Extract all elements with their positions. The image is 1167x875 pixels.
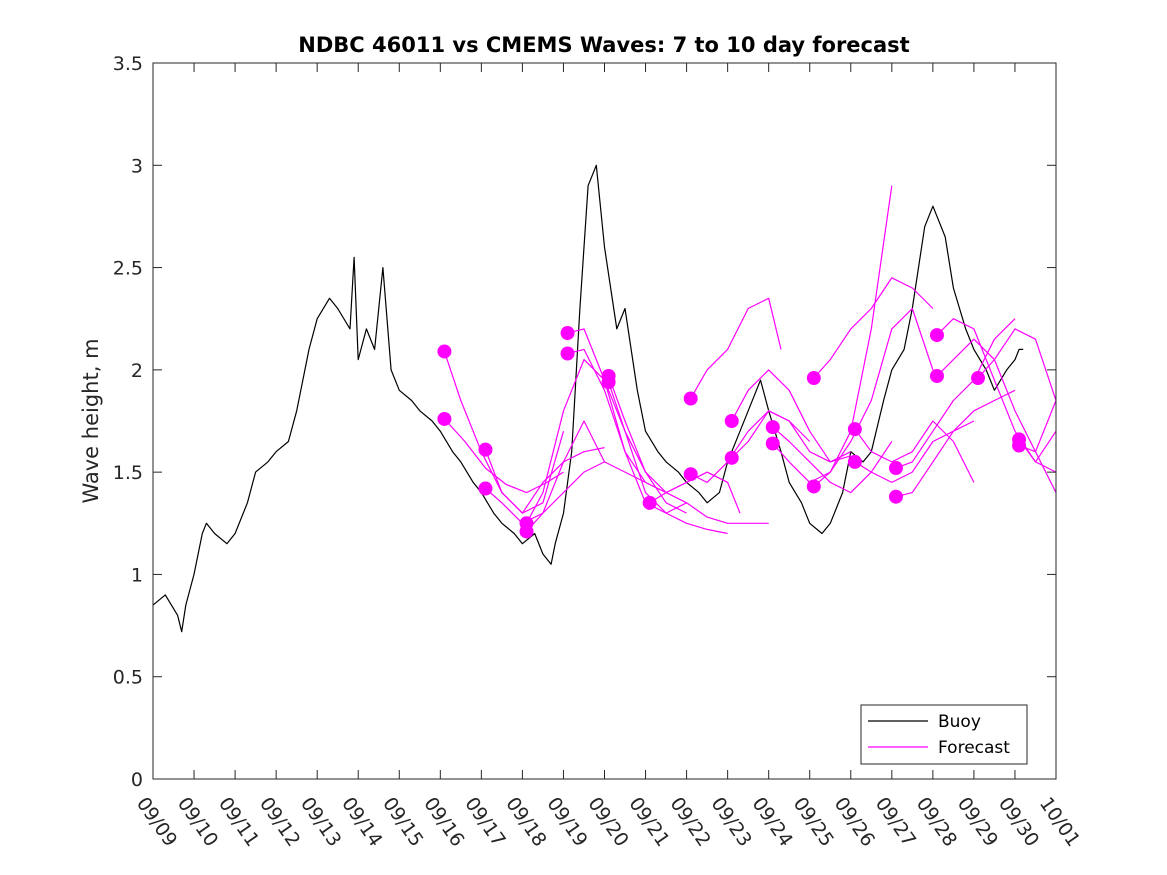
forecast-start-point bbox=[560, 326, 575, 341]
forecast-start-point bbox=[437, 344, 452, 359]
forecast-series-line bbox=[895, 389, 1016, 498]
y-tick-label: 2.5 bbox=[113, 258, 143, 280]
forecast-start-point bbox=[642, 495, 657, 510]
forecast-series-line bbox=[731, 410, 851, 463]
forecast-series-line bbox=[484, 447, 605, 514]
forecast-start-point bbox=[560, 346, 575, 361]
legend-buoy-label: Buoy bbox=[938, 712, 981, 732]
forecast-start-point bbox=[601, 375, 616, 390]
forecast-start-point bbox=[847, 422, 862, 437]
forecast-series-line bbox=[443, 418, 564, 494]
forecast-start-point bbox=[971, 371, 986, 386]
y-tick-label: 0.5 bbox=[113, 667, 143, 689]
forecast-start-point bbox=[683, 467, 698, 482]
forecast-series-line bbox=[690, 297, 782, 399]
forecast-start-point bbox=[724, 450, 739, 465]
forecast-start-point bbox=[478, 481, 493, 496]
y-tick-label: 0 bbox=[131, 769, 143, 791]
forecast-start-point bbox=[929, 328, 944, 343]
forecast-start-point bbox=[1012, 438, 1027, 453]
forecast-start-point bbox=[888, 489, 903, 504]
plot-area bbox=[153, 63, 1056, 779]
forecast-series-line bbox=[977, 328, 1057, 401]
forecast-series-line bbox=[526, 420, 646, 532]
forecast-start-point bbox=[929, 368, 944, 383]
legend-forecast-label: Forecast bbox=[938, 738, 1010, 758]
forecast-start-point bbox=[437, 411, 452, 426]
forecast-start-point bbox=[888, 461, 903, 476]
forecast-start-point bbox=[683, 391, 698, 406]
forecast-start-point bbox=[519, 516, 534, 531]
forecast-series-line bbox=[895, 318, 1016, 469]
forecast-start-point bbox=[847, 454, 862, 469]
legend-box bbox=[860, 704, 1028, 765]
plot-data-layer bbox=[152, 164, 1057, 633]
y-tick-label: 3.5 bbox=[113, 53, 143, 75]
y-axis-label: Wave height, m bbox=[79, 338, 103, 503]
forecast-start-point bbox=[765, 436, 780, 451]
forecast-start-point bbox=[765, 420, 780, 435]
forecast-start-point bbox=[478, 442, 493, 457]
y-tick-label: 2 bbox=[131, 360, 143, 382]
forecast-series-line bbox=[813, 277, 934, 379]
forecast-series-line bbox=[813, 307, 934, 487]
legend: Buoy Forecast bbox=[860, 704, 1028, 765]
chart-title: NDBC 46011 vs CMEMS Waves: 7 to 10 day f… bbox=[298, 33, 909, 57]
forecast-series-line bbox=[608, 381, 769, 524]
forecast-start-point bbox=[724, 414, 739, 428]
y-tick-label: 1 bbox=[131, 564, 143, 586]
y-tick-label: 1.5 bbox=[113, 462, 143, 484]
forecast-start-point bbox=[806, 479, 821, 494]
buoy-series-line bbox=[152, 164, 1024, 633]
forecast-series-line bbox=[854, 420, 975, 483]
forecast-start-point bbox=[806, 371, 821, 386]
y-tick-label: 3 bbox=[131, 155, 143, 177]
